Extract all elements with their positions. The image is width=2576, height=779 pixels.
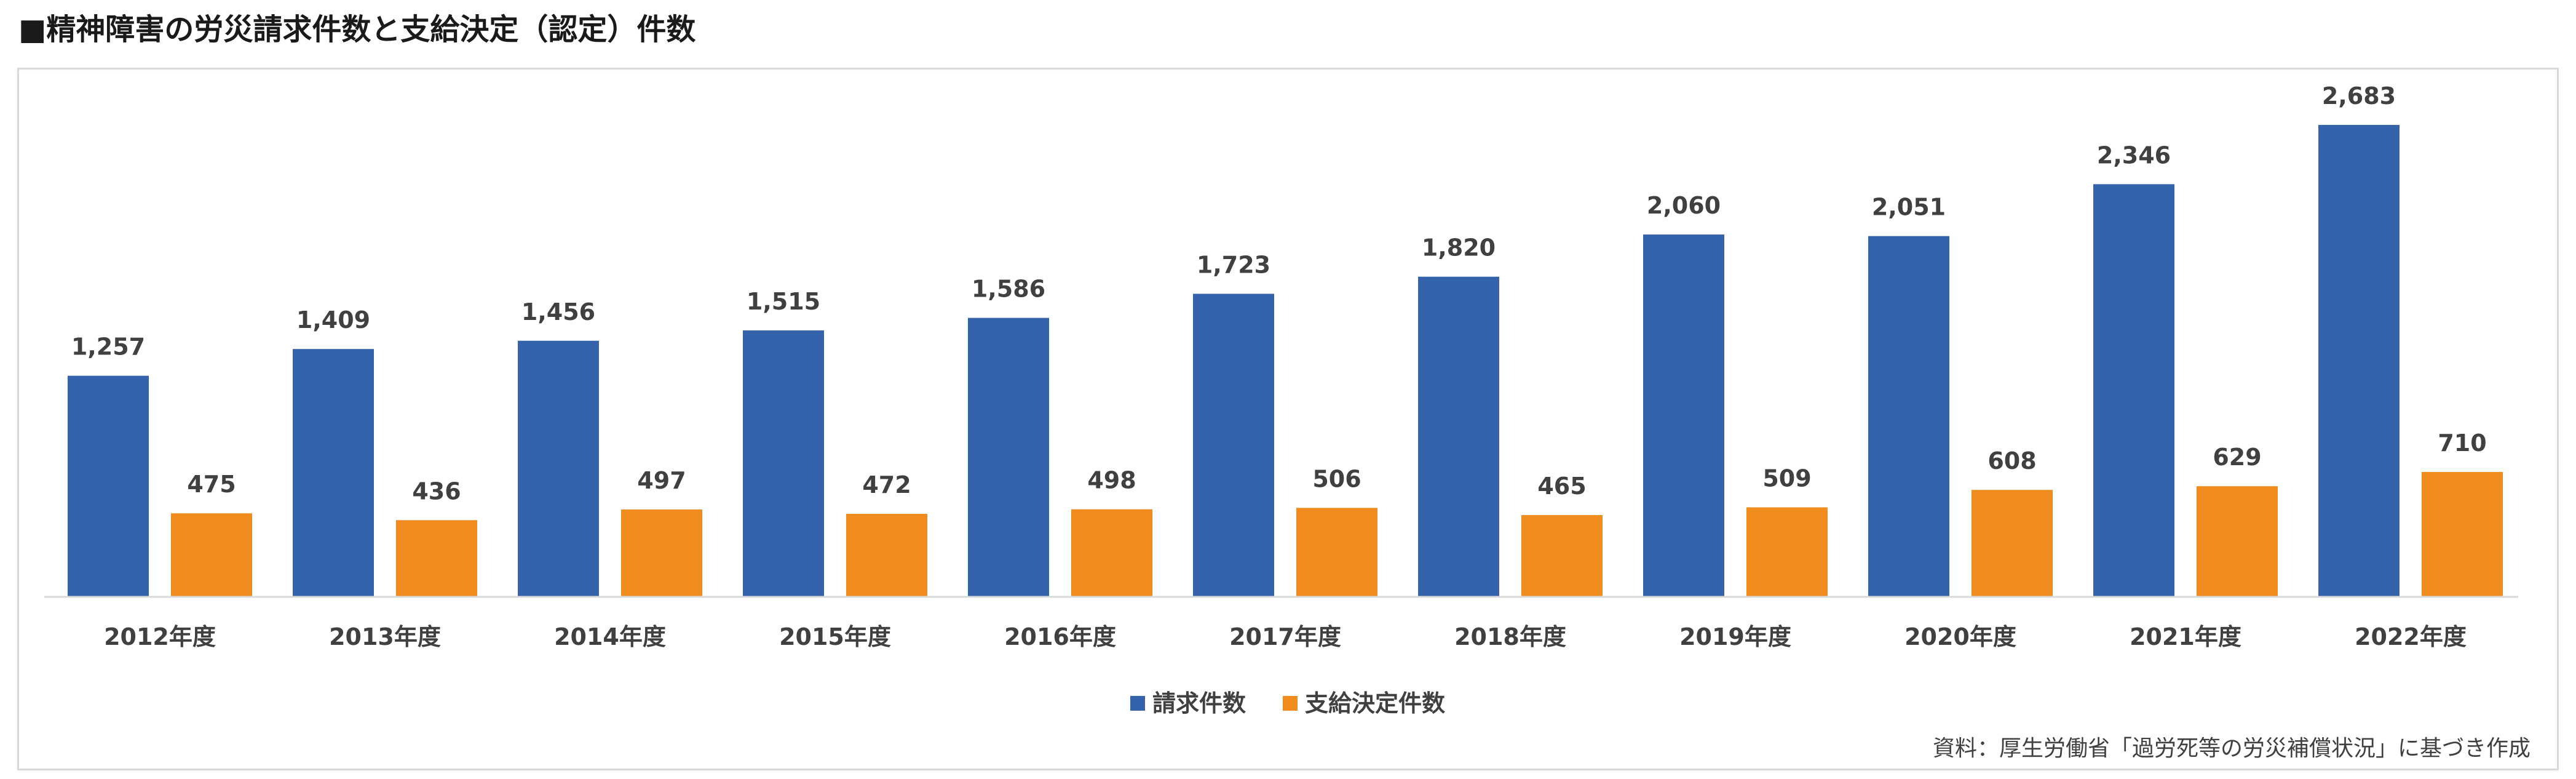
data-label-approved-2012年度: 475: [187, 471, 236, 498]
data-label-approved-2022年度: 710: [2438, 429, 2486, 457]
data-label-approved-2017年度: 506: [1312, 465, 1361, 492]
x-tick-label: 2021年度: [2130, 623, 2241, 650]
legend-swatch-0: [1130, 696, 1145, 711]
bar-approved-2013年度: [396, 520, 477, 597]
data-label-claims-2017年度: 1,723: [1197, 251, 1270, 278]
bar-approved-2022年度: [2422, 472, 2503, 597]
x-tick-label: 2019年度: [1679, 623, 1791, 650]
legend: 請求件数 支給決定件数: [1130, 690, 1445, 717]
bar-claims-2021年度: [2093, 184, 2174, 597]
data-label-approved-2020年度: 608: [1987, 447, 2036, 474]
x-tick-label: 2017年度: [1229, 623, 1341, 650]
data-label-claims-2021年度: 2,346: [2097, 142, 2171, 169]
x-tick-label: 2020年度: [1904, 623, 2016, 650]
bar-claims-2012年度: [68, 375, 149, 597]
bar-claims-2022年度: [2318, 125, 2400, 597]
chart-title: ■精神障害の労災請求件数と支給決定（認定）件数: [18, 12, 696, 47]
bar-approved-2016年度: [1071, 509, 1152, 597]
x-tick-label: 2018年度: [1454, 623, 1566, 650]
bar-claims-2013年度: [293, 349, 374, 597]
data-label-claims-2012年度: 1,257: [71, 334, 145, 361]
data-label-claims-2014年度: 1,456: [521, 298, 595, 326]
data-label-approved-2021年度: 629: [2213, 444, 2261, 471]
legend-label-1: 支給決定件数: [1305, 690, 1445, 717]
bar-claims-2014年度: [518, 340, 599, 597]
data-label-approved-2013年度: 436: [412, 477, 461, 505]
x-tick-label: 2012年度: [104, 623, 216, 650]
bar-approved-2014年度: [621, 509, 702, 597]
x-tick-label: 2013年度: [329, 623, 441, 650]
x-tick-label: 2014年度: [554, 623, 666, 650]
data-label-claims-2019年度: 2,060: [1647, 192, 1721, 219]
bar-claims-2018年度: [1418, 276, 1499, 597]
data-label-claims-2018年度: 1,820: [1422, 234, 1496, 262]
bar-approved-2019年度: [1746, 507, 1828, 597]
bar-approved-2015年度: [846, 514, 927, 597]
data-label-claims-2013年度: 1,409: [296, 306, 370, 334]
data-label-approved-2014年度: 497: [637, 467, 686, 494]
data-label-approved-2015年度: 472: [862, 471, 911, 498]
bar-claims-2016年度: [968, 318, 1049, 597]
data-label-approved-2019年度: 509: [1762, 465, 1811, 492]
bar-approved-2018年度: [1521, 515, 1603, 597]
bar-claims-2020年度: [1868, 236, 1949, 597]
bar-approved-2017年度: [1296, 508, 1377, 597]
bar-approved-2012年度: [171, 513, 252, 597]
data-label-claims-2022年度: 2,683: [2322, 82, 2396, 110]
legend-label-0: 請求件数: [1152, 690, 1246, 717]
data-label-claims-2016年度: 1,586: [972, 276, 1045, 303]
data-label-claims-2020年度: 2,051: [1872, 194, 1946, 221]
x-tick-label: 2016年度: [1004, 623, 1116, 650]
legend-swatch-1: [1283, 696, 1298, 711]
data-label-approved-2018年度: 465: [1537, 473, 1586, 500]
bar-claims-2017年度: [1193, 294, 1274, 597]
bar-claims-2015年度: [743, 330, 824, 597]
bar-claims-2019年度: [1643, 234, 1724, 597]
data-label-claims-2015年度: 1,515: [747, 288, 820, 315]
x-tick-label: 2015年度: [779, 623, 891, 650]
bar-approved-2020年度: [1972, 490, 2053, 597]
data-label-approved-2016年度: 498: [1087, 467, 1136, 494]
x-tick-label: 2022年度: [2355, 623, 2467, 650]
bar-approved-2021年度: [2197, 486, 2278, 597]
source-note: 資料：厚生労働省「過労死等の労災補償状況」に基づき作成: [1933, 736, 2530, 761]
